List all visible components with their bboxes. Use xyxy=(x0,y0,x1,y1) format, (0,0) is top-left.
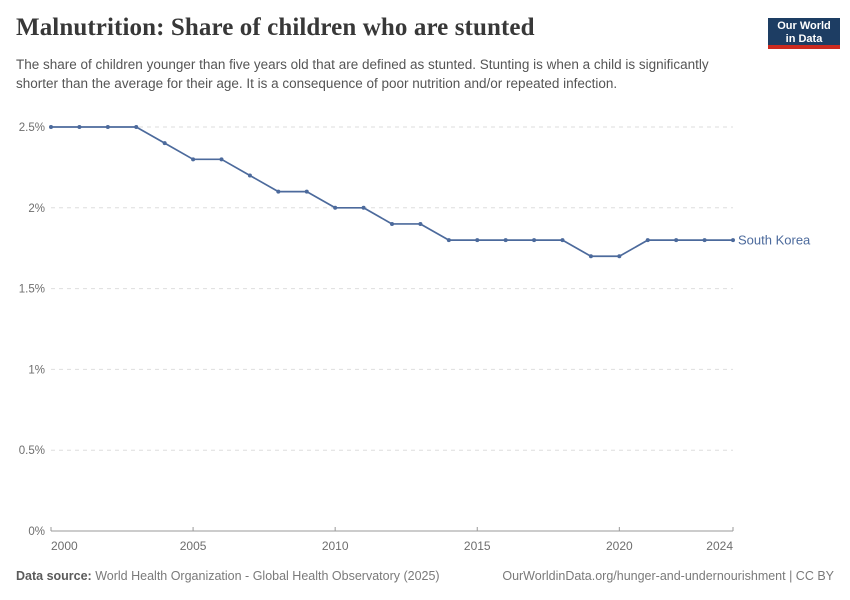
data-source-text: World Health Organization - Global Healt… xyxy=(95,569,440,583)
series-label[interactable]: South Korea xyxy=(738,233,811,248)
y-tick-label: 1% xyxy=(28,364,45,376)
data-point[interactable] xyxy=(446,238,451,243)
data-line xyxy=(51,126,733,258)
data-point[interactable] xyxy=(134,125,139,129)
data-point[interactable] xyxy=(390,221,394,226)
x-tick-label: 2000 xyxy=(51,539,78,553)
data-point[interactable] xyxy=(674,238,679,243)
y-tick-label: 0.5% xyxy=(19,445,45,457)
owid-logo[interactable]: Our World in Data xyxy=(768,18,840,49)
chart-footer: Data source: World Health Organization -… xyxy=(16,569,834,583)
data-point[interactable] xyxy=(361,205,366,210)
x-tick-label: 2015 xyxy=(464,539,491,553)
data-point[interactable] xyxy=(588,254,593,259)
data-point[interactable] xyxy=(702,238,707,243)
y-tick-label: 0% xyxy=(28,526,45,538)
data-point[interactable] xyxy=(418,221,423,226)
data-point[interactable] xyxy=(105,125,110,129)
data-source: Data source: World Health Organization -… xyxy=(16,569,440,583)
data-point[interactable] xyxy=(77,125,82,129)
owid-logo-line2: in Data xyxy=(785,33,823,45)
y-tick-label: 2.5% xyxy=(19,122,45,134)
data-point[interactable] xyxy=(333,205,338,210)
data-point[interactable] xyxy=(162,141,167,146)
data-source-label: Data source: xyxy=(16,569,92,583)
y-tick-label: 2% xyxy=(28,203,45,215)
data-point[interactable] xyxy=(276,189,281,194)
x-tick-label: 2005 xyxy=(180,539,207,553)
data-point[interactable] xyxy=(560,238,565,243)
data-point[interactable] xyxy=(731,238,735,243)
owid-logo-line1: Our World xyxy=(777,20,831,32)
chart-subtitle: The share of children younger than five … xyxy=(16,57,709,91)
data-point[interactable] xyxy=(247,173,252,178)
data-point[interactable] xyxy=(617,254,622,259)
data-point[interactable] xyxy=(191,157,196,162)
x-tick-label: 2024 xyxy=(706,539,733,553)
data-point[interactable] xyxy=(219,157,224,162)
y-tick-label: 1.5% xyxy=(19,284,45,296)
data-point[interactable] xyxy=(532,238,537,243)
data-point[interactable] xyxy=(49,125,53,129)
x-tick-label: 2020 xyxy=(606,539,633,553)
data-point[interactable] xyxy=(503,238,508,243)
data-point[interactable] xyxy=(475,238,480,243)
x-tick-label: 2010 xyxy=(322,539,349,553)
data-point[interactable] xyxy=(645,238,650,243)
data-point[interactable] xyxy=(304,189,309,194)
chart-title: Malnutrition: Share of children who are … xyxy=(16,14,535,41)
footer-link[interactable]: OurWorldinData.org/hunger-and-undernouri… xyxy=(502,569,834,583)
